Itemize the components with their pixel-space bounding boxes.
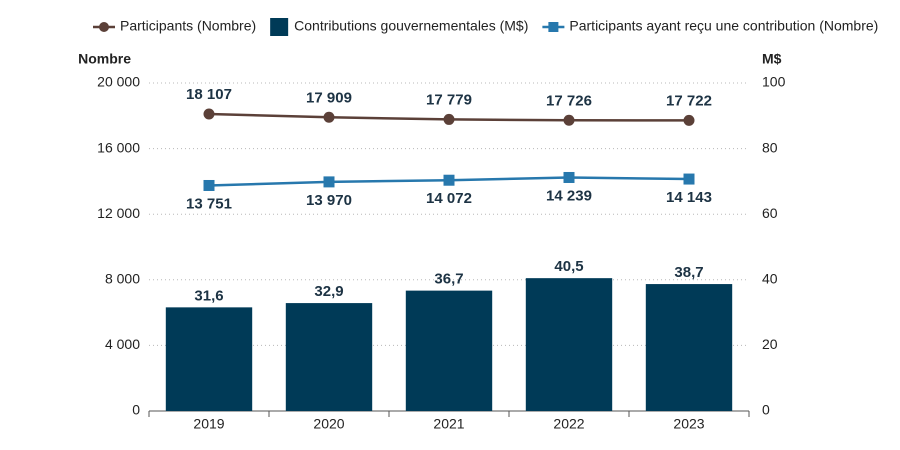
marker bbox=[323, 176, 335, 188]
legend-marker bbox=[99, 22, 109, 32]
line-value-label: 17 779 bbox=[426, 91, 472, 108]
y2-tick-label: 80 bbox=[762, 139, 778, 155]
y2-tick-label: 20 bbox=[762, 336, 778, 352]
line-value-label: 14 143 bbox=[666, 189, 712, 206]
x-tick-label: 2022 bbox=[553, 416, 584, 432]
y-axis-title: Nombre bbox=[78, 51, 131, 67]
line-value-label: 17 909 bbox=[306, 89, 352, 106]
bar-value-label: 32,9 bbox=[314, 283, 343, 300]
y-tick-label: 16 000 bbox=[97, 139, 140, 155]
marker bbox=[563, 114, 575, 126]
legend-marker bbox=[548, 22, 559, 32]
marker bbox=[203, 179, 215, 191]
marker bbox=[323, 111, 335, 123]
bar-value-label: 36,7 bbox=[434, 271, 463, 288]
y-tick-label: 4 000 bbox=[105, 336, 140, 352]
bar-value-label: 38,7 bbox=[674, 264, 703, 281]
bar bbox=[645, 284, 733, 411]
line-value-label: 17 726 bbox=[546, 92, 592, 109]
line-value-label: 13 751 bbox=[186, 195, 232, 212]
marker bbox=[203, 108, 215, 120]
x-tick-label: 2019 bbox=[193, 416, 224, 432]
y2-tick-label: 100 bbox=[762, 74, 786, 90]
legend-swatch bbox=[270, 18, 289, 36]
bar-value-label: 40,5 bbox=[554, 258, 583, 275]
bar bbox=[165, 307, 253, 411]
line-value-label: 13 970 bbox=[306, 192, 352, 209]
marker bbox=[443, 174, 455, 186]
y-tick-label: 20 000 bbox=[97, 74, 140, 90]
y2-tick-label: 0 bbox=[762, 402, 770, 418]
y2-tick-label: 60 bbox=[762, 205, 778, 221]
line-value-label: 14 239 bbox=[546, 187, 592, 204]
x-tick-label: 2023 bbox=[673, 416, 704, 432]
line-value-label: 18 107 bbox=[186, 86, 232, 103]
x-tick-label: 2020 bbox=[313, 416, 344, 432]
legend-label: Participants ayant reçu une contribution… bbox=[569, 18, 878, 34]
bar bbox=[285, 303, 373, 411]
y-tick-label: 0 bbox=[132, 402, 140, 418]
bar bbox=[405, 290, 493, 411]
x-tick-label: 2021 bbox=[433, 416, 464, 432]
y-tick-label: 12 000 bbox=[97, 205, 140, 221]
bar bbox=[525, 278, 613, 411]
marker bbox=[443, 113, 455, 125]
marker bbox=[683, 173, 695, 185]
marker bbox=[683, 114, 695, 126]
y2-axis-title: M$ bbox=[762, 51, 782, 67]
legend-label: Contributions gouvernementales (M$) bbox=[294, 18, 528, 34]
y-tick-label: 8 000 bbox=[105, 271, 140, 287]
line-value-label: 17 722 bbox=[666, 92, 712, 109]
marker bbox=[563, 171, 575, 183]
line-value-label: 14 072 bbox=[426, 190, 472, 207]
y2-tick-label: 40 bbox=[762, 271, 778, 287]
bar-value-label: 31,6 bbox=[194, 287, 223, 304]
legend-label: Participants (Nombre) bbox=[120, 18, 256, 34]
